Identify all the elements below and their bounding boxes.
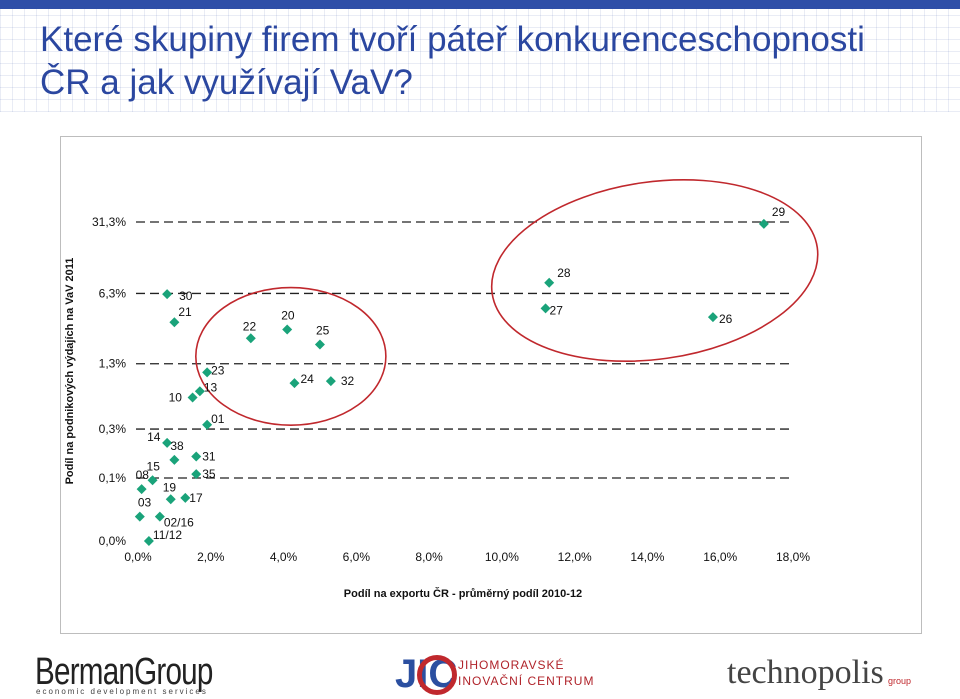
jic-circle-icon [417,655,457,695]
jic-name: JIHOMORAVSKÉ INOVAČNÍ CENTRUM [458,657,594,689]
x-tick-label: 10,0% [485,550,519,564]
data-point [194,386,205,397]
data-point-label: 31 [202,450,216,464]
data-point-label: 01 [211,412,225,426]
y-axis-title: Podíl na podnikových výdajích na VaV 201… [64,258,76,485]
y-tick-label: 31,3% [92,215,126,229]
page-title: Které skupiny firem tvoří páteř konkuren… [40,20,865,102]
data-point [162,289,173,300]
data-point [325,376,336,387]
data-point [540,303,551,314]
bermangroup-tagline: economic development services [36,687,208,696]
data-point-label: 14 [147,430,161,444]
technopolis-logo: technopolis [727,654,884,691]
data-point [147,475,158,486]
data-point-label: 03 [138,496,152,510]
data-point-label: 11/12 [153,528,182,542]
x-tick-label: 0,0% [124,550,152,564]
data-point [169,317,180,328]
data-point [165,494,176,505]
data-point-label: 28 [557,266,571,280]
data-point [758,218,769,229]
data-point [191,469,202,480]
highlight-ellipse [490,179,819,362]
data-point-label: 32 [341,374,355,388]
data-point-label: 30 [179,289,193,303]
data-point [187,392,198,403]
x-tick-label: 4,0% [270,550,298,564]
x-tick-label: 14,0% [630,550,664,564]
data-point-label: 24 [300,372,314,386]
title-banner: Které skupiny firem tvoří páteř konkuren… [0,0,960,112]
data-point [143,536,154,546]
y-tick-label: 0,1% [99,471,127,485]
x-tick-label: 8,0% [415,550,443,564]
technopolis-group: group [888,676,912,686]
data-point-label: 20 [281,309,295,323]
x-axis-title: Podíl na exportu ČR - průměrný podíl 201… [344,587,582,600]
data-point-label: 26 [719,312,733,326]
data-point [191,451,202,462]
y-tick-label: 1,3% [99,357,127,371]
data-point-label: 08 [136,468,150,482]
data-point [162,437,173,448]
data-point [282,324,293,335]
y-tick-label: 0,3% [99,422,127,436]
y-tick-label: 0,0% [99,534,127,548]
data-point [289,378,300,389]
x-tick-label: 18,0% [776,550,810,564]
x-tick-label: 2,0% [197,550,225,564]
data-point-label: 25 [316,324,330,338]
data-point-label: 13 [204,380,218,394]
jic-name-line2: INOVAČNÍ CENTRUM [458,674,595,688]
data-point [202,367,213,378]
data-point-label: 27 [550,303,564,317]
data-point-label: 23 [211,363,225,377]
data-point [180,492,191,503]
data-point-label: 35 [202,467,216,481]
data-point [314,339,325,350]
data-point [544,277,555,288]
data-point [136,484,147,495]
data-point-label: 29 [772,205,786,219]
data-point [169,454,180,465]
data-point [154,511,165,522]
data-point-label: 10 [169,390,183,404]
data-point-label: 19 [163,480,177,494]
jic-name-line1: JIHOMORAVSKÉ [458,658,565,672]
data-point [202,419,213,430]
data-point-label: 17 [189,491,203,505]
x-tick-label: 6,0% [343,550,371,564]
y-tick-label: 6,3% [99,286,127,300]
x-tick-label: 12,0% [558,550,592,564]
data-point-label: 38 [170,439,184,453]
data-point-label: 22 [243,319,257,333]
data-point-label: 21 [178,305,192,319]
data-point [707,312,718,323]
data-point [134,511,145,522]
bermangroup-logo: BermanGroup [35,651,213,693]
title-band [0,0,960,9]
data-point-label: 15 [147,459,161,473]
data-point-label: 02/16 [164,516,194,530]
x-tick-label: 16,0% [703,550,737,564]
data-point [245,333,256,344]
highlight-ellipse [195,286,387,426]
